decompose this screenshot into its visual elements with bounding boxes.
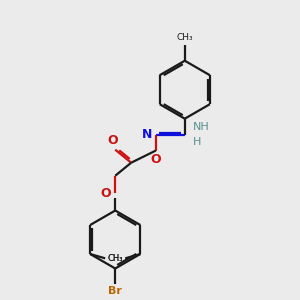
Text: N: N — [142, 128, 152, 141]
Text: O: O — [151, 153, 161, 166]
Text: CH₃: CH₃ — [107, 254, 123, 263]
Text: CH₃: CH₃ — [107, 254, 123, 263]
Text: NH: NH — [193, 122, 210, 132]
Text: Br: Br — [108, 286, 122, 296]
Text: O: O — [108, 134, 118, 147]
Text: H: H — [193, 137, 201, 147]
Text: CH₃: CH₃ — [176, 34, 193, 43]
Text: O: O — [100, 187, 111, 200]
